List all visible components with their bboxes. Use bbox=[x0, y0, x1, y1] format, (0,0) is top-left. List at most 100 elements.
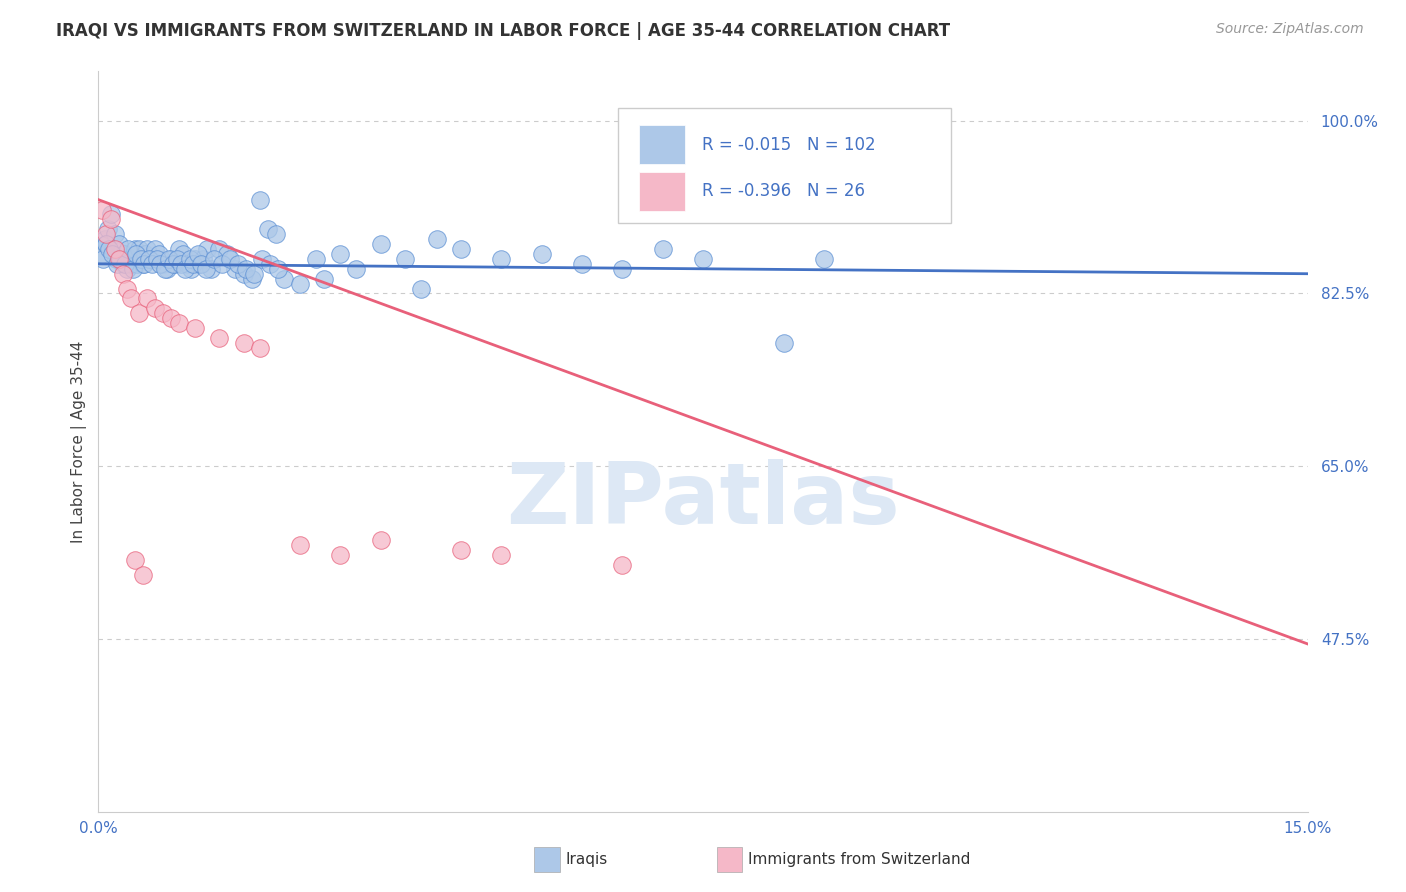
Point bbox=[108, 252, 131, 266]
Point bbox=[97, 222, 120, 236]
Point bbox=[188, 257, 211, 271]
Point bbox=[256, 222, 278, 236]
Point bbox=[143, 242, 166, 256]
Text: Iraqis: Iraqis bbox=[565, 853, 607, 867]
Point bbox=[184, 252, 207, 266]
Point bbox=[571, 257, 593, 271]
Point bbox=[100, 207, 122, 221]
Point bbox=[235, 261, 257, 276]
Point bbox=[96, 237, 118, 252]
Point bbox=[120, 292, 142, 306]
Point bbox=[243, 267, 266, 281]
Point bbox=[344, 261, 367, 276]
Point bbox=[772, 335, 794, 350]
Point bbox=[288, 277, 311, 291]
Point bbox=[160, 252, 183, 266]
FancyBboxPatch shape bbox=[619, 108, 950, 223]
Point bbox=[97, 242, 120, 256]
Point bbox=[139, 252, 162, 266]
Point bbox=[103, 227, 125, 242]
Point bbox=[530, 247, 553, 261]
Point bbox=[612, 558, 634, 572]
Point bbox=[94, 232, 117, 246]
Point bbox=[134, 257, 156, 271]
Point bbox=[111, 257, 134, 271]
Point bbox=[101, 247, 124, 261]
Text: R = -0.015   N = 102: R = -0.015 N = 102 bbox=[702, 136, 876, 153]
Point bbox=[224, 261, 246, 276]
Point bbox=[105, 252, 128, 266]
Point bbox=[259, 257, 281, 271]
Point bbox=[184, 321, 207, 335]
Point bbox=[111, 267, 134, 281]
Point bbox=[122, 261, 145, 276]
Point bbox=[112, 247, 135, 261]
Point bbox=[314, 271, 336, 285]
Point bbox=[149, 257, 172, 271]
FancyBboxPatch shape bbox=[638, 172, 685, 211]
Point bbox=[250, 252, 273, 266]
Point bbox=[134, 247, 156, 261]
Point bbox=[176, 257, 198, 271]
Point bbox=[232, 335, 254, 350]
Point bbox=[121, 252, 143, 266]
Point bbox=[370, 237, 392, 252]
FancyBboxPatch shape bbox=[638, 126, 685, 164]
Point bbox=[152, 257, 174, 271]
Point bbox=[187, 247, 209, 261]
Point bbox=[110, 252, 132, 266]
Point bbox=[160, 311, 183, 326]
Point bbox=[114, 257, 136, 271]
Point bbox=[173, 261, 195, 276]
Point bbox=[190, 257, 212, 271]
Y-axis label: In Labor Force | Age 35-44: In Labor Force | Age 35-44 bbox=[72, 341, 87, 542]
Point bbox=[100, 212, 122, 227]
Point bbox=[179, 252, 201, 266]
Text: Immigrants from Switzerland: Immigrants from Switzerland bbox=[748, 853, 970, 867]
Point bbox=[612, 261, 634, 276]
Point bbox=[124, 242, 146, 256]
Point bbox=[329, 548, 352, 562]
Point bbox=[218, 252, 240, 266]
Point bbox=[128, 306, 150, 320]
Point bbox=[157, 252, 180, 266]
Point bbox=[232, 267, 254, 281]
Point bbox=[91, 202, 114, 217]
Point bbox=[208, 242, 231, 256]
Point bbox=[273, 271, 295, 285]
Point bbox=[195, 242, 218, 256]
Point bbox=[107, 237, 129, 252]
Point bbox=[193, 252, 215, 266]
Point bbox=[103, 242, 125, 256]
Point bbox=[135, 292, 157, 306]
Point bbox=[162, 257, 184, 271]
Point bbox=[129, 252, 152, 266]
Point bbox=[450, 543, 472, 558]
Point bbox=[692, 252, 714, 266]
Point bbox=[101, 242, 124, 256]
Point bbox=[135, 242, 157, 256]
Point bbox=[118, 252, 141, 266]
Point bbox=[163, 257, 186, 271]
Point bbox=[305, 252, 328, 266]
Point bbox=[117, 242, 139, 256]
Text: R = -0.396   N = 26: R = -0.396 N = 26 bbox=[702, 182, 865, 201]
Text: ZIPatlas: ZIPatlas bbox=[506, 459, 900, 542]
Point bbox=[91, 252, 114, 266]
Point bbox=[128, 242, 150, 256]
Point bbox=[180, 261, 202, 276]
Text: Source: ZipAtlas.com: Source: ZipAtlas.com bbox=[1216, 22, 1364, 37]
Point bbox=[94, 237, 117, 252]
Point bbox=[394, 252, 416, 266]
Point bbox=[226, 257, 249, 271]
Point bbox=[426, 232, 449, 246]
Point bbox=[129, 252, 152, 266]
Point bbox=[491, 548, 513, 562]
Point bbox=[141, 257, 163, 271]
Point bbox=[127, 257, 149, 271]
Point bbox=[264, 227, 287, 242]
Point bbox=[450, 242, 472, 256]
Point bbox=[170, 257, 193, 271]
Point bbox=[813, 252, 835, 266]
Point bbox=[155, 261, 177, 276]
